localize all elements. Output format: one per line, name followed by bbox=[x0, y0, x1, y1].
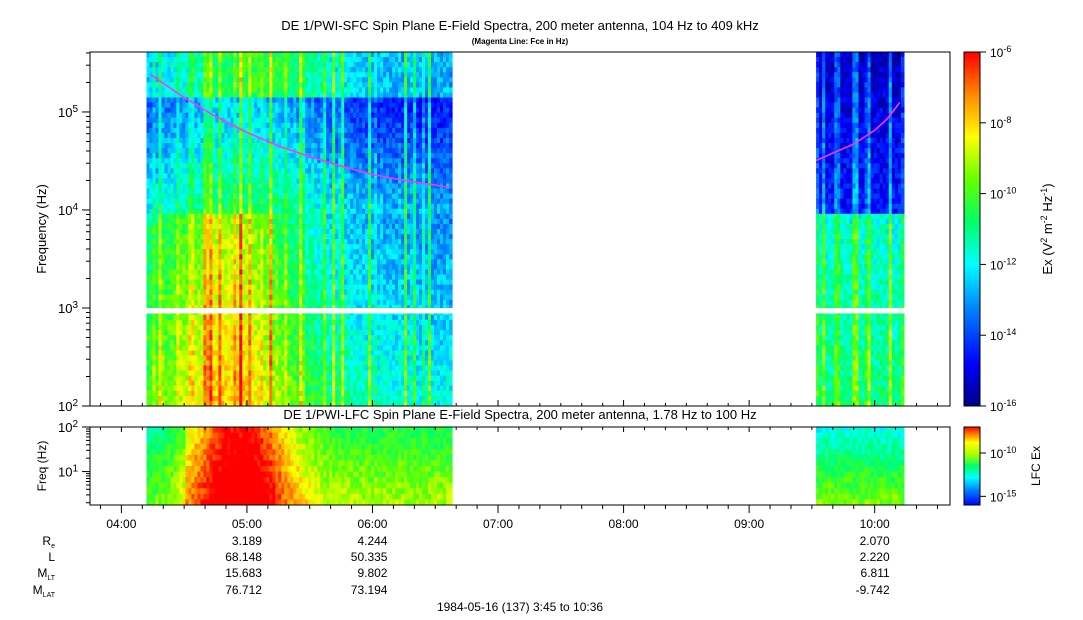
ephemeris-table: Re 3.189 4.244 2.070 L 68.148 50.335 2.220 MLT 15… bbox=[33, 534, 890, 599]
bottom-y-axis: 101 102 bbox=[58, 419, 90, 504]
sfc-colorbar-tick-label: 10-10 bbox=[990, 186, 1016, 202]
ephemeris-value: 3.189 bbox=[232, 534, 262, 548]
top-y-axis: 102 103 104 105 bbox=[58, 52, 90, 414]
sfc-colorbar-tick-label: 10-16 bbox=[990, 398, 1016, 414]
lfc-spectrogram bbox=[146, 427, 905, 505]
top-panel-title: DE 1/PWI-SFC Spin Plane E-Field Spectra,… bbox=[281, 18, 759, 33]
top-y-tick-label: 102 bbox=[58, 398, 78, 414]
sfc-colorbar-tick-label: 10-14 bbox=[990, 327, 1016, 343]
ephemeris-value: 2.220 bbox=[860, 550, 890, 564]
time-tick-label: 06:00 bbox=[357, 517, 387, 531]
ephemeris-value: 4.244 bbox=[357, 534, 387, 548]
sfc-colorbar bbox=[963, 51, 981, 407]
ephemeris-value: 73.194 bbox=[351, 583, 388, 597]
top-panel-subtitle: (Magenta Line: Fce in Hz) bbox=[472, 37, 569, 46]
time-tick-label: 08:00 bbox=[609, 517, 639, 531]
sfc-spectrogram bbox=[90, 52, 950, 406]
ephemeris-value: 76.712 bbox=[225, 583, 262, 597]
fce-line bbox=[150, 74, 901, 189]
sfc-colorbar-tick-label: 10-6 bbox=[990, 44, 1011, 60]
sfc-colorbar-tick-label: 10-12 bbox=[990, 256, 1016, 272]
ephemeris-value: 50.335 bbox=[351, 550, 388, 564]
ephemeris-value: 68.148 bbox=[225, 550, 262, 564]
ephemeris-label: MLAT bbox=[33, 583, 56, 599]
ephemeris-label: MLT bbox=[37, 566, 55, 582]
ephemeris-value: 6.811 bbox=[861, 566, 890, 580]
time-axis: 04:00 05:00 06:00 07:00 08:00 09:00 10:00 bbox=[99, 400, 938, 531]
sfc-colorbar-axis: 10-6 10-8 10-10 10-12 10-14 10-16 bbox=[980, 44, 1016, 414]
ephemeris-value: 2.070 bbox=[860, 534, 890, 548]
lfc-colorbar bbox=[963, 426, 981, 506]
ephemeris-label: L bbox=[48, 550, 55, 564]
lfc-colorbar-tick-label: 10-15 bbox=[990, 488, 1016, 504]
bottom-panel-title: DE 1/PWI-LFC Spin Plane E-Field Spectra,… bbox=[283, 407, 756, 422]
top-y-tick-label: 105 bbox=[58, 104, 78, 120]
ephemeris-value: -9.742 bbox=[856, 583, 890, 597]
time-tick-label: 05:00 bbox=[232, 517, 262, 531]
bottom-y-label: Freq (Hz) bbox=[35, 441, 49, 492]
top-panel-frame bbox=[89, 51, 951, 407]
time-tick-label: 07:00 bbox=[483, 517, 513, 531]
sfc-colorbar-label: Ex (V2 m-2 Hz-1) bbox=[1039, 183, 1055, 274]
ephemeris-label: Re bbox=[42, 534, 55, 550]
top-y-tick-label: 103 bbox=[58, 300, 78, 316]
bottom-panel-frame bbox=[89, 426, 951, 506]
lfc-colorbar-label: LFC Ex bbox=[1029, 446, 1043, 486]
sfc-colorbar-tick-label: 10-8 bbox=[990, 115, 1011, 131]
top-y-tick-label: 104 bbox=[58, 202, 78, 218]
time-tick-label: 10:00 bbox=[860, 517, 890, 531]
bottom-y-tick-label: 101 bbox=[58, 464, 78, 480]
footer-time-range: 1984-05-16 (137) 3:45 to 10:36 bbox=[437, 600, 603, 614]
ephemeris-value: 15.683 bbox=[225, 566, 262, 580]
top-y-label: Frequency (Hz) bbox=[34, 184, 49, 274]
ephemeris-value: 9.802 bbox=[357, 566, 387, 580]
lfc-colorbar-axis: 10-10 10-15 bbox=[980, 445, 1016, 504]
bottom-y-tick-label: 102 bbox=[58, 419, 78, 435]
time-tick-label: 04:00 bbox=[106, 517, 136, 531]
lfc-colorbar-tick-label: 10-10 bbox=[990, 445, 1016, 461]
time-tick-label: 09:00 bbox=[734, 517, 764, 531]
